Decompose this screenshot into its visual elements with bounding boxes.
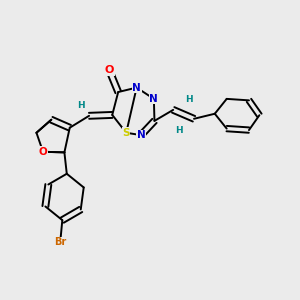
Text: N: N bbox=[149, 94, 158, 104]
Text: N: N bbox=[132, 82, 141, 93]
Text: O: O bbox=[39, 147, 47, 157]
Text: O: O bbox=[105, 65, 114, 75]
Text: H: H bbox=[175, 126, 182, 135]
Text: S: S bbox=[122, 128, 130, 138]
Text: Br: Br bbox=[54, 237, 66, 247]
Text: H: H bbox=[185, 95, 193, 104]
Text: N: N bbox=[137, 130, 146, 140]
Text: H: H bbox=[77, 100, 85, 109]
